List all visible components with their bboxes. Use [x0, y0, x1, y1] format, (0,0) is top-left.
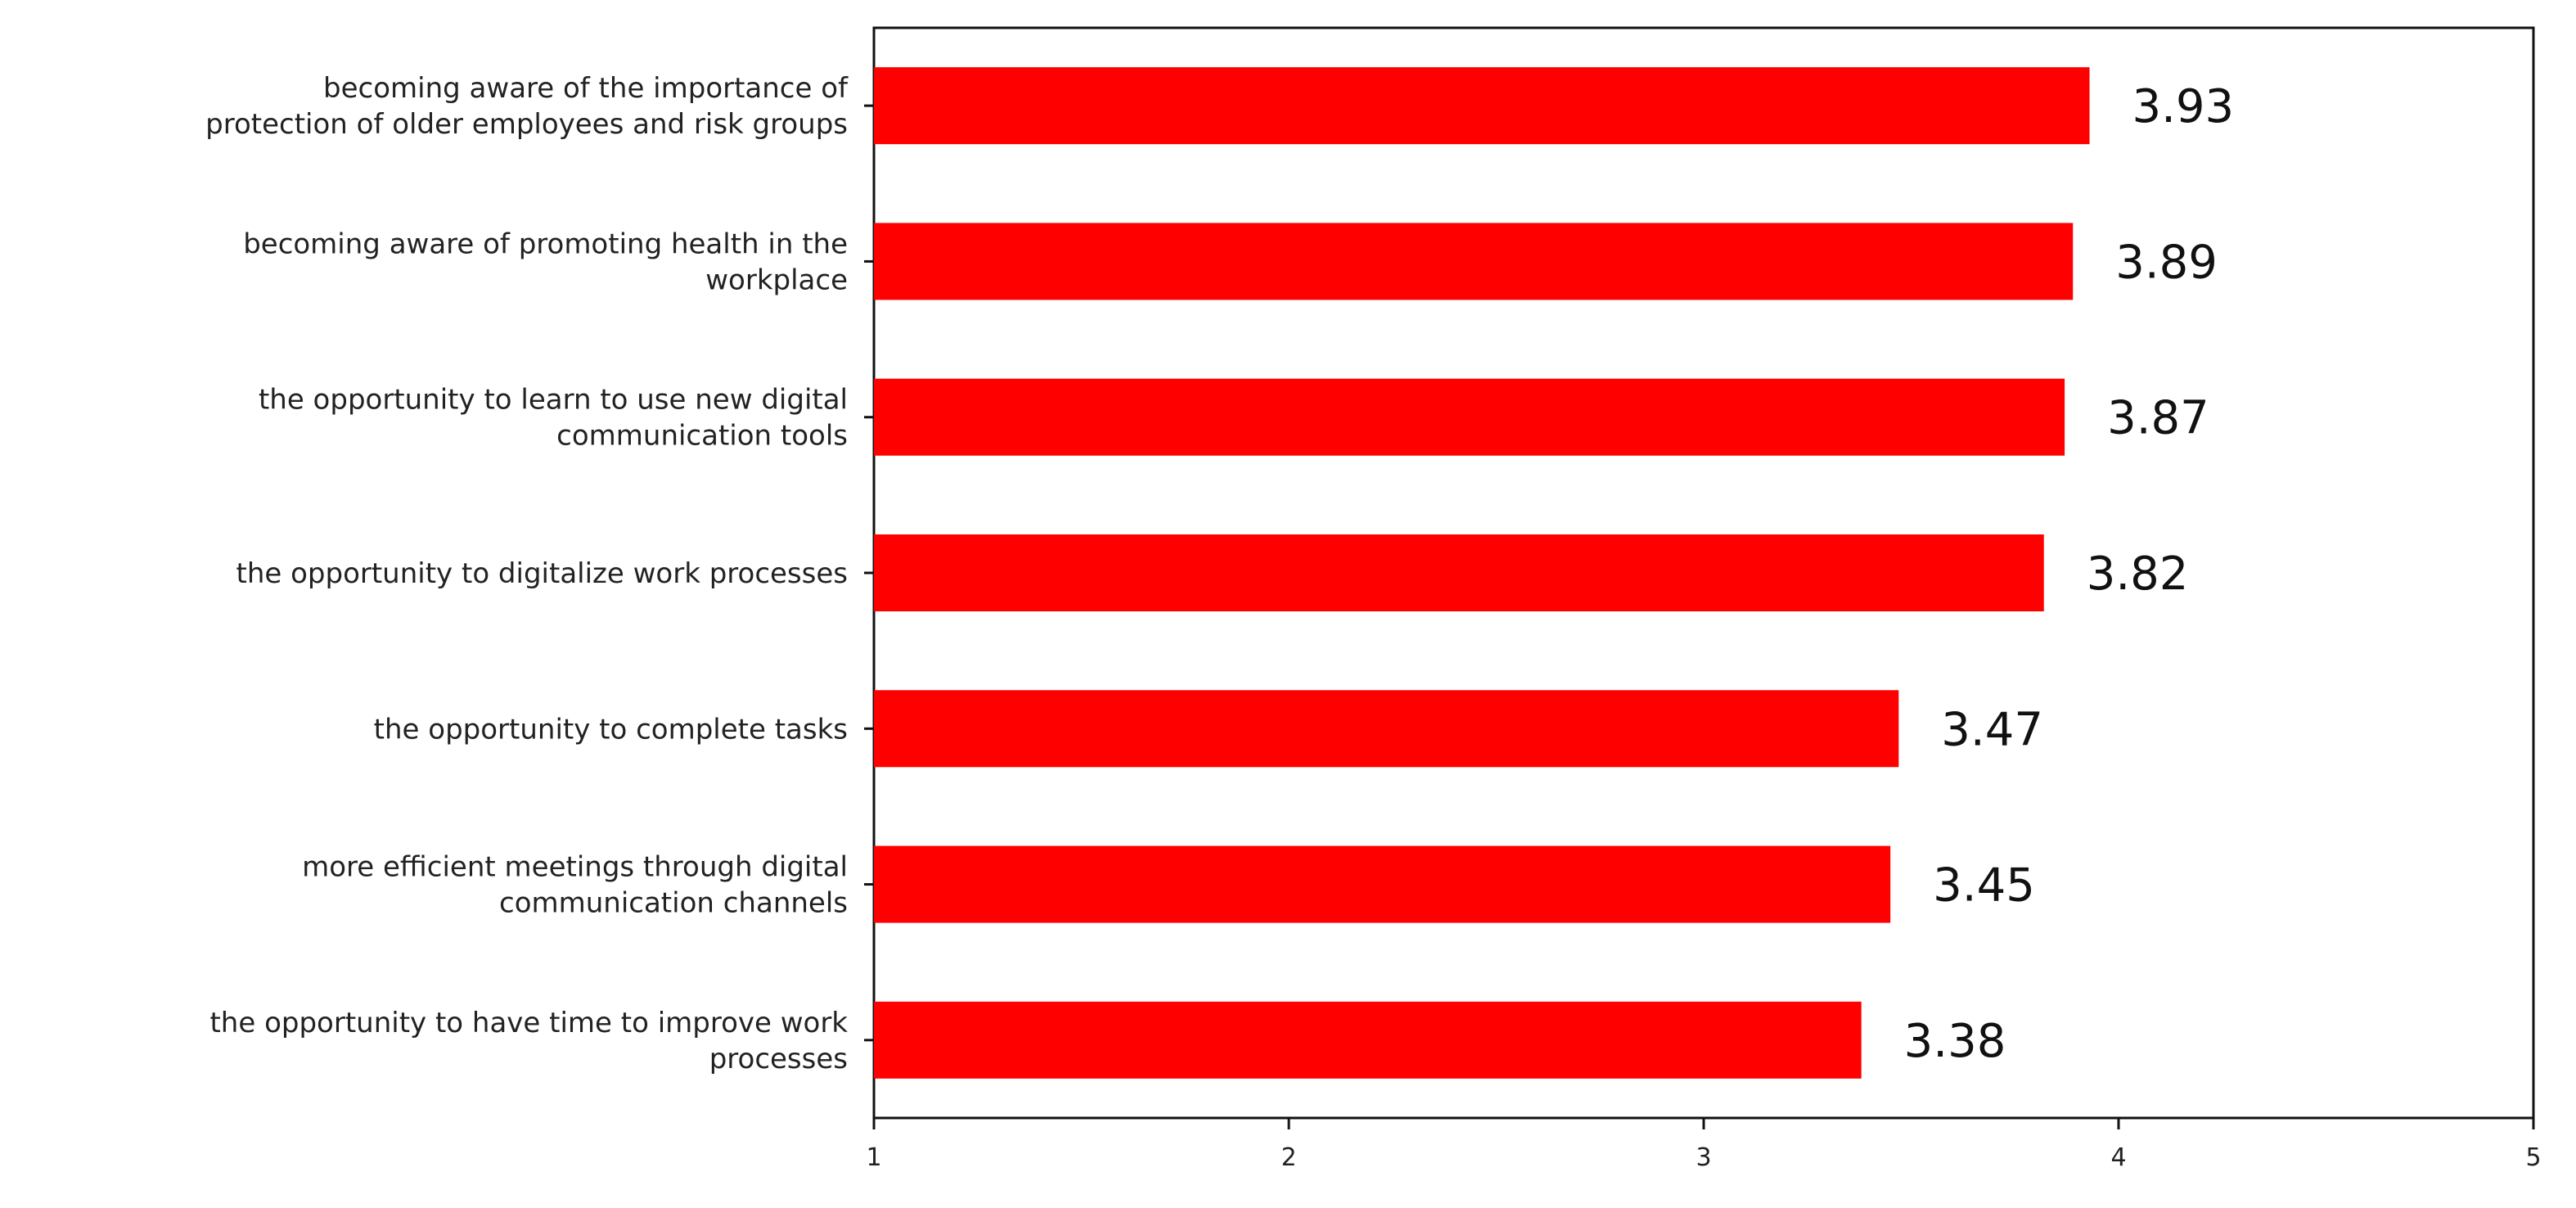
- bar-value-label: 3.45: [1933, 859, 2035, 913]
- category-label-line: becoming aware of the importance of: [323, 72, 849, 105]
- category-label: becoming aware of the importance of prote…: [205, 72, 849, 141]
- x-axis: 1 2 3 4 5: [864, 104, 2542, 1172]
- category-label-line: communication channels: [499, 887, 848, 920]
- bar: [874, 223, 2074, 300]
- bar-value-label: 3.87: [2107, 392, 2209, 445]
- bar-value-label: 3.93: [2132, 80, 2235, 133]
- bar: [874, 1001, 1862, 1079]
- bar: [874, 690, 1899, 768]
- category-label-line: communication tools: [556, 420, 848, 453]
- bar-value-label: 3.89: [2115, 236, 2218, 289]
- x-tick-label: 5: [2525, 1143, 2541, 1172]
- category-label-line: the opportunity to have time to improve …: [209, 1007, 848, 1039]
- category-label-line: workplace: [705, 264, 848, 296]
- bar: [874, 845, 1891, 923]
- x-tick-label: 4: [2110, 1143, 2126, 1172]
- bar: [874, 67, 2090, 145]
- category-labels-group: becoming aware of the importance of prote…: [205, 72, 849, 1075]
- category-label-line: the opportunity to digitalize work proce…: [236, 557, 849, 590]
- value-labels-group: 3.93 3.89 3.87 3.82 3.47 3.45 3.38: [1904, 80, 2235, 1068]
- category-label-line: becoming aware of promoting health in th…: [243, 228, 848, 260]
- bar: [874, 534, 2044, 611]
- category-label: the opportunity to complete tasks: [374, 713, 848, 746]
- category-label: becoming aware of promoting health in th…: [243, 228, 848, 296]
- category-label-line: processes: [709, 1043, 848, 1075]
- category-label: the opportunity to have time to improve …: [209, 1007, 848, 1075]
- x-tick-label: 1: [866, 1143, 881, 1172]
- category-label: the opportunity to learn to use new digi…: [259, 384, 848, 453]
- category-label-line: protection of older employees and risk g…: [205, 108, 848, 141]
- category-label-line: the opportunity to complete tasks: [374, 713, 848, 746]
- bar-value-label: 3.82: [2087, 548, 2189, 601]
- category-label: the opportunity to digitalize work proce…: [236, 557, 849, 590]
- category-label-line: more efficient meetings through digital: [302, 851, 848, 884]
- bar: [874, 378, 2065, 456]
- category-label-line: the opportunity to learn to use new digi…: [259, 384, 848, 417]
- x-tick-label: 2: [1281, 1143, 1296, 1172]
- bar-value-label: 3.47: [1941, 703, 2043, 756]
- category-label: more efficient meetings through digital c…: [302, 851, 848, 920]
- bar-value-label: 3.38: [1904, 1015, 2006, 1068]
- bars-group: [874, 67, 2090, 1079]
- x-tick-label: 3: [1696, 1143, 1711, 1172]
